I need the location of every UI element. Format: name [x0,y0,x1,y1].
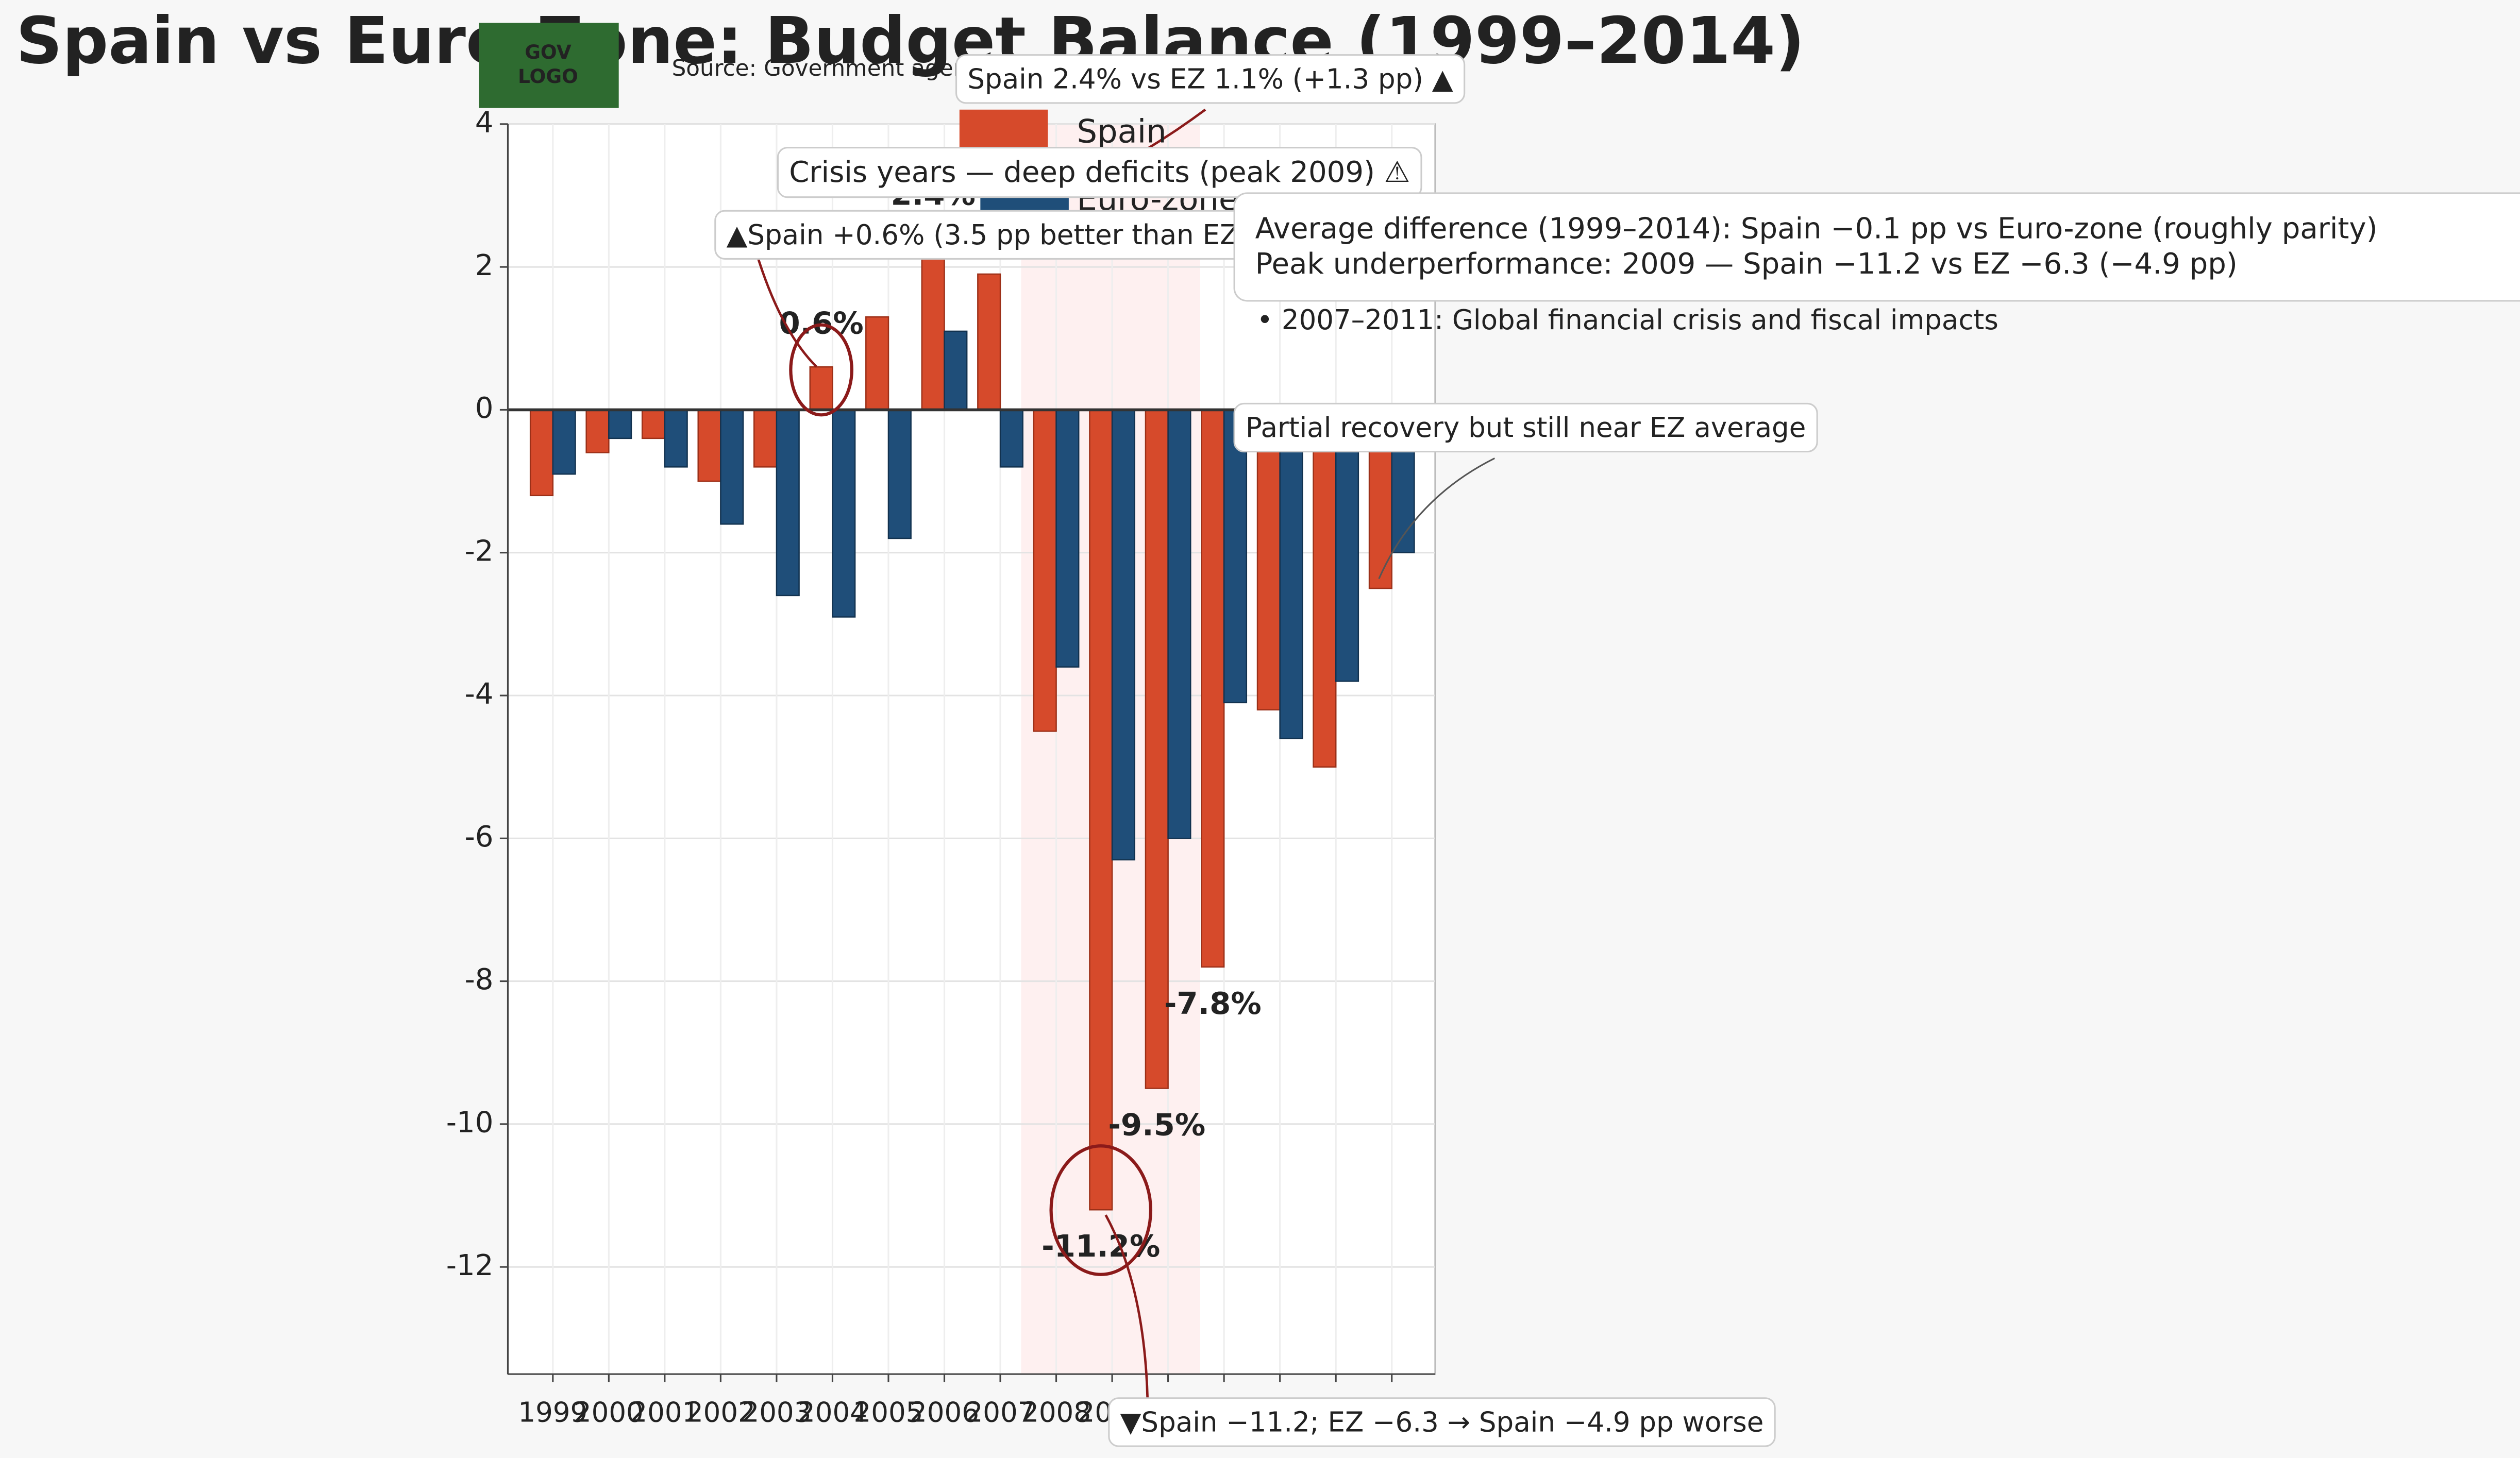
bar [552,409,576,475]
y-tick-label: -4 [464,677,493,711]
y-tick-label: 2 [475,249,494,282]
logo-text: GOV [525,41,571,63]
y-tick-label: -6 [464,820,493,854]
info-box: Average difference (1999–2014): Spain −0… [1233,192,2520,302]
x-tick-label: 2007 [966,1397,1035,1429]
annotation-text: Spain 2.4% vs EZ 1.1% (+1.3 pp) ▲ [967,63,1453,95]
annotation-box [955,54,1466,104]
logo [479,23,619,108]
bar [921,238,945,411]
annotation: Crisis years — deep deficits (peak 2009)… [777,146,1422,198]
connector [754,249,817,368]
bar [1279,409,1303,739]
connector [1378,457,1496,580]
bar [1201,409,1225,968]
bar [776,409,800,597]
x-tick-label: 2004 [798,1397,867,1429]
bar [1256,409,1281,710]
bar [641,409,666,439]
bar [585,409,610,453]
annotation: Spain 2.4% vs EZ 1.1% (+1.3 pp) ▲ [955,54,1466,104]
y-tick-label: -2 [464,534,493,568]
bar [697,409,721,482]
bar [720,409,744,525]
bar [608,409,632,439]
info-line: Average difference (1999–2014): Spain −0… [1255,212,2378,245]
bar [529,409,554,497]
info-box-frame [1233,192,2520,302]
annotation: ▼Spain −11.2; EZ −6.3 → Spain −4.9 pp wo… [1108,1397,1776,1447]
bar [1055,409,1080,668]
x-tick-label: 2005 [854,1397,923,1429]
annotation-text: Partial recovery but still near EZ avera… [1246,412,1806,444]
annotation-text: Crisis years — deep deficits (peak 2009)… [789,156,1410,189]
info-line: Peak underperformance: 2009 — Spain −11.… [1255,247,2238,281]
annotation-box [1233,402,1818,453]
annotation-text: ▲Spain +0.6% (3.5 pp better than EZ) [727,219,1249,251]
bar [1335,409,1359,682]
y-tick-label: -8 [464,963,493,996]
value-label: -7.8% [1164,986,1262,1021]
annotation-box [777,146,1422,198]
y-tick-label: -10 [446,1106,494,1139]
x-tick-label: 2008 [1021,1397,1091,1429]
bar [753,409,778,468]
chart-title: Spain vs Euro-Zone: Budget Balance (1999… [16,4,1805,78]
value-label: -9.5% [1108,1107,1205,1143]
bar [809,366,833,411]
bar [944,330,968,411]
logo-text: LOGO [518,65,578,88]
bar [664,409,688,468]
highlight-circle [1049,1144,1153,1276]
x-tick-label: 2003 [742,1397,811,1429]
bar [832,409,856,618]
x-tick-label: 2001 [630,1397,699,1429]
bar [887,409,912,539]
bar [1145,409,1169,1089]
bar [1223,409,1248,704]
x-tick-label: 2000 [574,1397,644,1429]
bar [1167,409,1191,839]
y-tick-label: -12 [446,1249,494,1282]
annotation-box [1108,1397,1776,1447]
x-tick-label: 1999 [518,1397,587,1429]
bar [977,273,1001,411]
x-tick-label: 2002 [686,1397,755,1429]
annotation: Partial recovery but still near EZ avera… [1233,402,1818,453]
bar [1089,409,1113,1211]
x-tick-label: 2006 [910,1397,979,1429]
bar [999,409,1023,468]
y-tick-label: 0 [475,392,494,425]
highlight-circle [789,323,853,417]
connector [1104,1214,1149,1398]
annotation: ▲Spain +0.6% (3.5 pp better than EZ) [714,210,1262,260]
y-tick-label: 4 [475,106,494,139]
bar [1313,409,1337,768]
legend-label: Spain [1077,113,1166,150]
bar [1111,409,1135,861]
annotation-text: ▼Spain −11.2; EZ −6.3 → Spain −4.9 pp wo… [1120,1406,1764,1438]
note: • 2007–2011: Global financial crisis and… [1257,304,1998,336]
bar [865,316,889,411]
bar [1033,409,1057,732]
